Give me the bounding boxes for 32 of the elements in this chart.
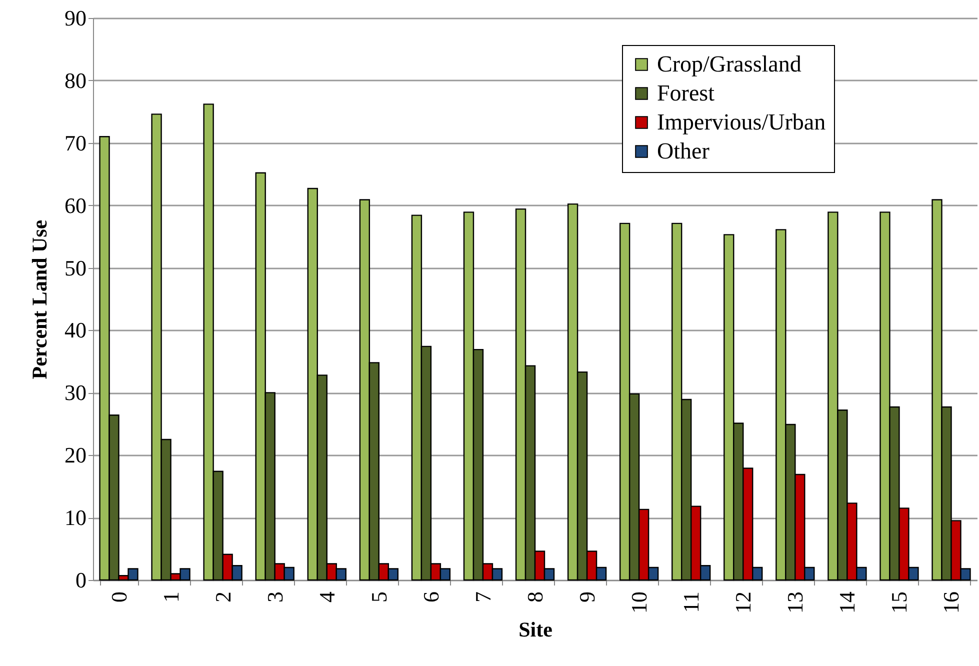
x-tick-label: 11 [678,592,704,613]
y-tick-label: 30 [64,380,86,406]
x-tick-label: 15 [886,592,912,614]
x-tick-label: 13 [782,592,808,614]
y-tick-label: 40 [64,318,86,343]
y-axis-title: Percent Land Use [28,220,52,380]
x-tick-label: 2 [210,592,236,602]
x-tick-label: 3 [262,592,288,602]
x-tick-label: 14 [834,592,860,614]
y-tick-label: 10 [64,505,86,530]
x-tick-label: 12 [730,592,756,614]
x-tick-label: 0 [106,592,132,602]
legend-label: Crop/Grassland [657,52,802,76]
legend-label: Impervious/Urban [657,110,826,134]
x-tick-label: 8 [522,592,548,602]
x-tick-label: 6 [418,592,444,602]
legend-label: Other [657,138,710,164]
legend-label: Forest [657,80,716,106]
x-axis-title: Site [518,618,552,642]
y-tick-label: 20 [64,442,86,468]
x-tick-label: 16 [938,592,964,614]
x-tick-label: 7 [470,592,496,602]
x-tick-label: 5 [366,592,392,602]
y-tick-label: 90 [64,6,86,30]
y-tick-label: 60 [64,192,86,218]
y-tick-label: 70 [64,130,86,156]
x-tick-label: 4 [314,592,340,602]
x-tick-label: 10 [626,592,652,614]
x-tick-label: 9 [574,592,600,602]
y-tick-label: 80 [64,68,86,93]
x-tick-label: 1 [158,592,184,602]
y-tick-label: 50 [64,255,86,280]
